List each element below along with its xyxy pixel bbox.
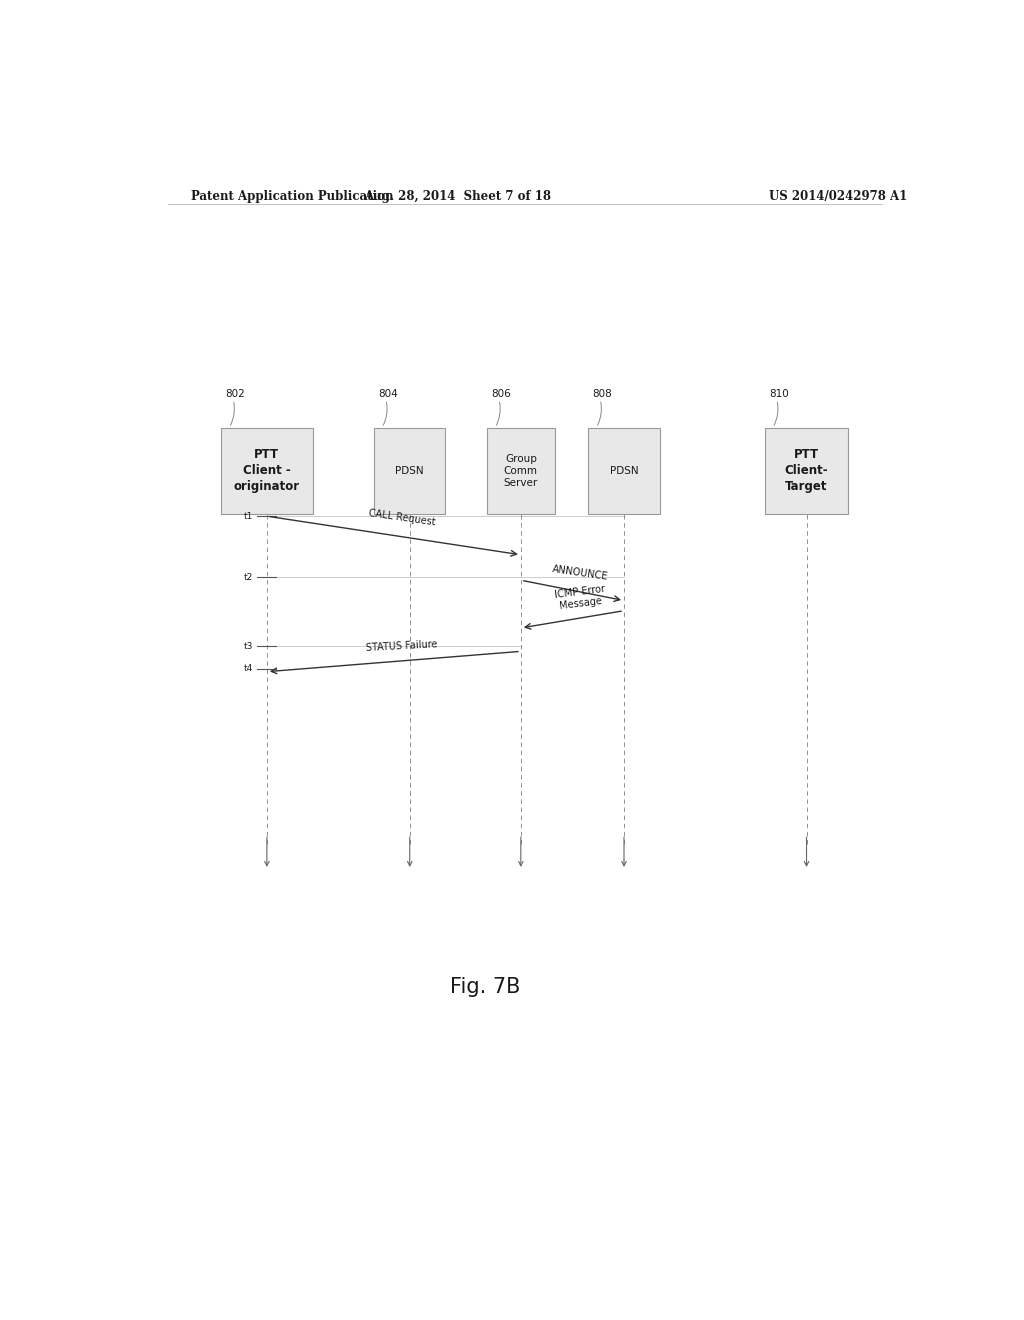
FancyBboxPatch shape [374,428,445,515]
Text: ANNOUNCE: ANNOUNCE [552,565,609,582]
Text: US 2014/0242978 A1: US 2014/0242978 A1 [769,190,907,202]
Text: PTT
Client-
Target: PTT Client- Target [784,449,828,494]
FancyBboxPatch shape [765,428,848,515]
Text: PTT
Client -
originator: PTT Client - originator [233,449,300,494]
Text: t2: t2 [244,573,253,582]
Text: 808: 808 [592,389,612,399]
Text: 802: 802 [225,389,245,399]
Text: PDSN: PDSN [395,466,424,477]
Text: t1: t1 [244,512,253,520]
Text: t4: t4 [244,664,253,673]
Text: Group
Comm
Server: Group Comm Server [504,454,538,488]
Text: 806: 806 [492,389,511,399]
Text: CALL Request: CALL Request [368,508,436,528]
Text: STATUS Failure: STATUS Failure [366,640,438,653]
Text: PDSN: PDSN [609,466,638,477]
FancyBboxPatch shape [588,428,659,515]
Text: Fig. 7B: Fig. 7B [450,977,520,997]
FancyBboxPatch shape [487,428,555,515]
Text: 810: 810 [769,389,788,399]
FancyBboxPatch shape [221,428,312,515]
Text: ICMP Error
Message: ICMP Error Message [554,583,607,611]
Text: 804: 804 [378,389,397,399]
Text: Patent Application Publication: Patent Application Publication [191,190,394,202]
Text: Aug. 28, 2014  Sheet 7 of 18: Aug. 28, 2014 Sheet 7 of 18 [364,190,551,202]
Text: t3: t3 [244,642,253,651]
